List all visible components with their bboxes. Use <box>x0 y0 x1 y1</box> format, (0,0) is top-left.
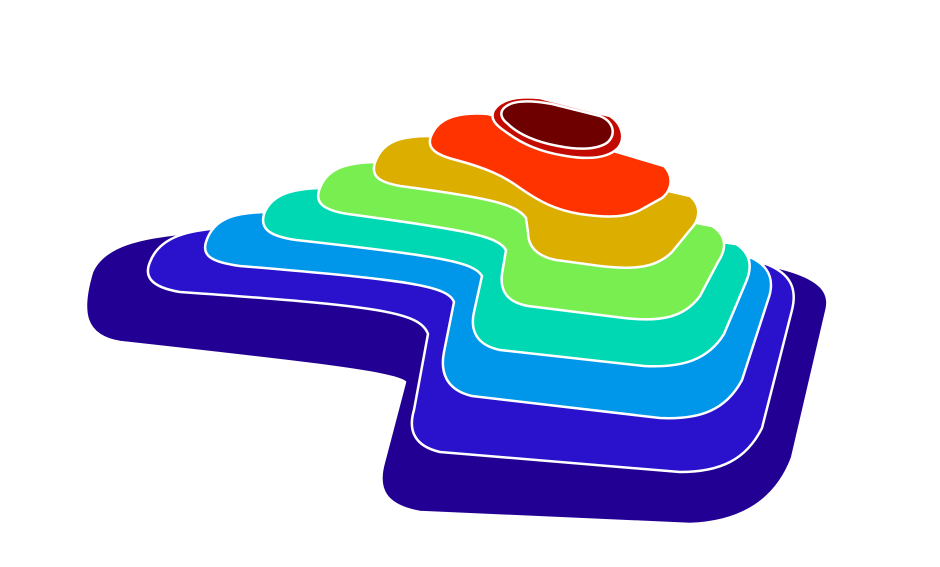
level-5 <box>316 160 726 321</box>
level-7 <box>428 112 672 218</box>
level-9 <box>500 100 614 150</box>
